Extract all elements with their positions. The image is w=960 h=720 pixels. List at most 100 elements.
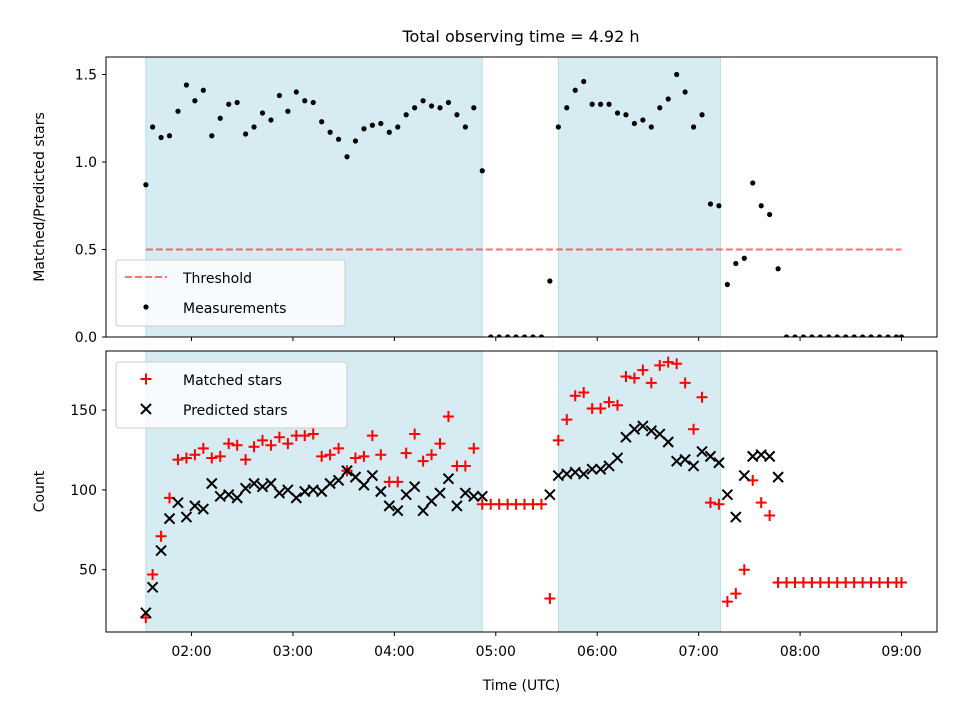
matched-star-point: [468, 442, 480, 454]
measurement-point: [454, 112, 460, 118]
matched-star-point: [561, 414, 573, 426]
matched-star-point: [671, 358, 683, 370]
measurement-point: [437, 105, 443, 111]
y-tick-label: 150: [70, 403, 97, 419]
matched-star-point: [603, 396, 615, 408]
predicted-star-point: [140, 607, 152, 619]
measurement-point: [564, 105, 570, 111]
legend: Matched stars Predicted stars: [115, 361, 348, 429]
measurement-point: [335, 136, 342, 142]
measurement-point: [614, 110, 621, 116]
measurement-point: [209, 133, 215, 139]
predicted-star-point: [738, 469, 750, 482]
predicted-star-point: [687, 460, 700, 472]
predicted-star-point: [670, 455, 683, 467]
measurement-point: [445, 99, 452, 106]
matched-star-point: [896, 577, 907, 589]
measurement-point: [521, 334, 528, 337]
measurement-point: [150, 124, 156, 130]
observing-span: [557, 57, 722, 337]
x-tick-label: 03:00: [273, 644, 313, 660]
matched-star-point: [273, 431, 285, 443]
predicted-star-point: [561, 468, 573, 480]
matched-star-point: [214, 450, 226, 462]
measurement-point: [192, 98, 198, 104]
predicted-star-point: [772, 471, 784, 483]
matched-star-point: [569, 390, 581, 402]
x-tick-label: 08:00: [780, 644, 820, 660]
measurement-point: [302, 98, 308, 104]
matched-star-point: [578, 387, 590, 399]
predicted-star-point: [189, 500, 201, 512]
predicted-star-point: [366, 469, 379, 482]
y-tick-label: 50: [79, 563, 97, 579]
matched-star-point: [240, 454, 252, 466]
measurement-point: [657, 105, 663, 111]
measurement-point: [851, 334, 857, 337]
x-tick-label: 06:00: [577, 644, 617, 660]
measurement-point: [741, 255, 747, 261]
measurement-point: [792, 334, 798, 337]
measurement-point: [750, 180, 756, 186]
matched-star-point: [349, 452, 361, 464]
predicted-star-point: [713, 457, 725, 469]
measurement-point: [581, 78, 587, 85]
legend-box: [115, 361, 348, 429]
matched-star-point: [679, 377, 691, 389]
axes-frame: [105, 56, 938, 338]
measurement-point: [496, 334, 502, 337]
measurement-point: [597, 101, 604, 107]
measurement-point: [876, 334, 883, 337]
measurement-point: [606, 101, 612, 107]
matched-star-point: [316, 450, 328, 462]
matched-star-point: [662, 356, 674, 368]
predicted-star-point: [324, 477, 336, 490]
matched-star-point: [721, 596, 733, 608]
predicted-star-point: [459, 487, 472, 499]
matched-star-point: [688, 423, 700, 435]
measurement-point: [868, 334, 874, 337]
matched-star-point: [704, 497, 716, 509]
panel-ratio: 0.0 0.5 1.0 1.5 Matched/Predicted stars Thres…: [32, 56, 938, 346]
predicted-star-point: [721, 488, 734, 501]
panel-counts: 50 100 150 02:00 03:00 04:00 05:00 06:00 07:00 08…: [32, 350, 938, 694]
matched-star-point: [147, 569, 159, 581]
measurement-point: [369, 122, 375, 128]
predicted-star-point: [434, 487, 446, 499]
measurement-point: [817, 334, 823, 337]
predicted-star-point: [577, 468, 590, 480]
measurement-point: [530, 334, 536, 337]
measurement-point: [488, 334, 494, 337]
legend-matched-swatch: [140, 373, 152, 385]
matched-star-point: [155, 530, 167, 542]
predicted-star-point: [611, 452, 624, 464]
predicted-star-point: [197, 503, 210, 515]
predicted-star-point: [375, 485, 387, 498]
matched-star-point: [417, 455, 429, 467]
matched-star-point: [265, 439, 277, 451]
predicted-star-point: [239, 482, 252, 495]
predicted-star-point: [392, 504, 404, 517]
predicted-star-point: [383, 500, 395, 512]
measurement-point: [572, 87, 578, 93]
measurement-point: [665, 96, 671, 102]
predicted-star-point: [290, 492, 303, 504]
measurement-point: [285, 108, 291, 114]
matched-star-point: [713, 498, 725, 510]
measurement-point: [378, 120, 384, 127]
measurement-point: [893, 334, 900, 337]
measurement-point: [783, 334, 790, 337]
matched-star-point: [552, 434, 564, 446]
predicted-star-point: [569, 466, 581, 479]
measurement-point: [251, 124, 257, 130]
measurement-point: [259, 110, 266, 116]
legend-measurements-swatch: [143, 304, 149, 310]
matched-star-point: [426, 449, 438, 461]
measurement-point: [724, 281, 730, 288]
predicted-star-point: [307, 484, 319, 496]
matched-star-point: [358, 450, 370, 462]
matched-star-point: [628, 372, 640, 384]
measurement-point: [555, 124, 561, 130]
measurement-point: [707, 201, 714, 207]
predicted-star-point: [755, 449, 767, 461]
